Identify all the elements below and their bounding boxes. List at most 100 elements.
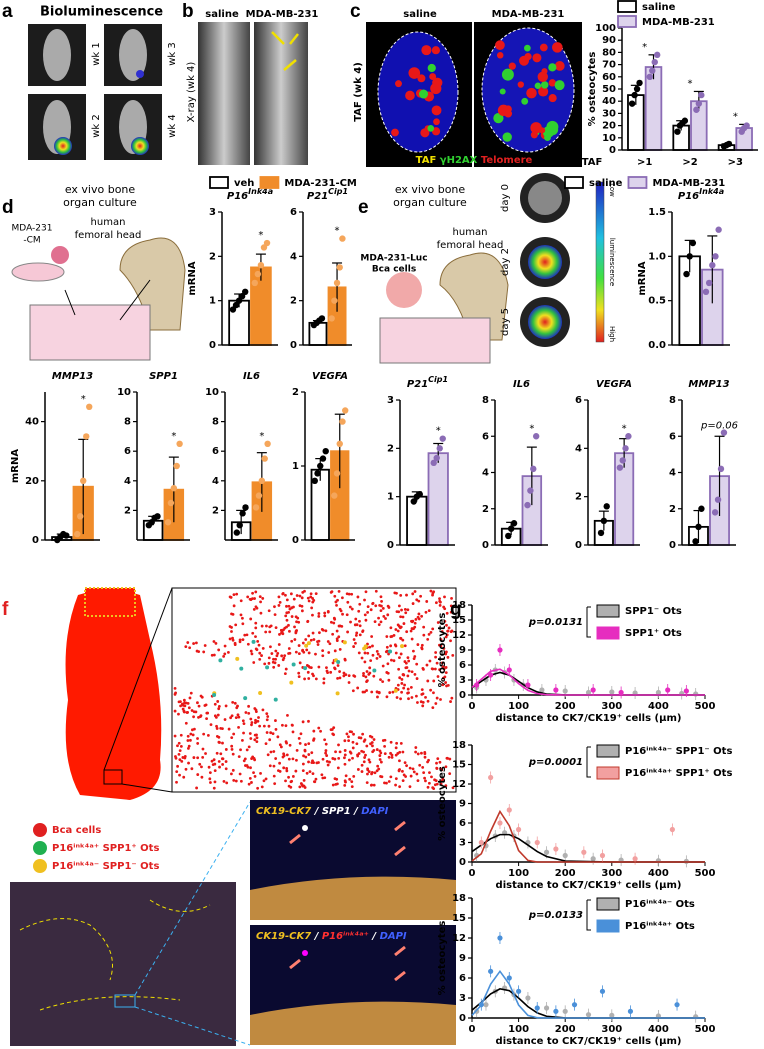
cell-dot: [277, 643, 281, 646]
cell-dot: [438, 760, 442, 764]
stain: /: [314, 806, 320, 817]
legend-label: MDA-MB-231: [652, 178, 725, 189]
cell-dot: [221, 741, 224, 745]
cell-dot: [280, 654, 284, 658]
cell-dot: [445, 633, 449, 637]
data-point: [625, 433, 632, 440]
chart-title: MMP13: [52, 371, 93, 382]
cell-dot: [409, 629, 413, 633]
annotation: *: [335, 226, 340, 237]
cell-dot: [267, 661, 271, 665]
cell-dot: [287, 623, 290, 627]
cell-dot: [420, 647, 424, 651]
legend-label: P16ⁱⁿᵏ⁴ᵃ⁻ SPP1⁻ Ots: [52, 861, 159, 872]
cell-dot: [409, 774, 413, 778]
cell-dot: [249, 737, 253, 740]
title-main: MMP13: [52, 371, 93, 382]
cell-dot: [289, 592, 293, 596]
cell-dot: [436, 757, 440, 761]
cell-dot: [410, 670, 414, 674]
cell-dot: [197, 716, 200, 719]
y-tick-label: 9: [459, 799, 466, 810]
cell-dot: [297, 671, 301, 675]
cell-dot: [415, 598, 419, 602]
cell-dot: [343, 753, 347, 757]
cell-dot: [420, 693, 424, 696]
cell-dot: [370, 783, 374, 787]
title-sup: Cip1: [328, 187, 348, 196]
cell-dot: [378, 749, 382, 753]
cell-dot: [223, 718, 227, 721]
cell-dot: [323, 738, 327, 742]
cell-dot: [312, 729, 316, 733]
cell-dot: [287, 652, 290, 655]
cell-dot: [439, 767, 443, 771]
x-tick-label: 400: [648, 868, 669, 879]
cell-dot: [343, 749, 347, 752]
cell-dot: [301, 720, 305, 724]
cell-dot: [350, 592, 354, 596]
focus: [493, 112, 504, 124]
cell-dot: [215, 751, 219, 755]
data-point: [562, 688, 568, 694]
cell-dot: [224, 767, 228, 771]
cell-dot: [350, 785, 354, 789]
cell-dot: [377, 691, 381, 694]
cell-dot: [321, 757, 325, 761]
legend-swatch: [596, 766, 620, 780]
data-point: [86, 403, 93, 410]
cell-dot: [411, 592, 415, 596]
cell-dot: [312, 638, 316, 641]
focus: [530, 131, 538, 139]
cell-dot: [321, 649, 325, 653]
cell-dot: [265, 712, 269, 716]
y-tick-label: 3: [459, 675, 466, 686]
cell-dot: [305, 771, 309, 775]
y-tick-label: 20: [25, 476, 39, 487]
data-point: [539, 687, 545, 693]
cell-dot: [268, 630, 272, 634]
cell-dot: [230, 747, 234, 751]
cell-dot: [422, 668, 425, 671]
title-main: IL6: [513, 379, 530, 390]
cell-dot: [182, 698, 186, 702]
data-point: [516, 826, 522, 833]
cell-dot: [385, 695, 389, 699]
focus: [391, 128, 399, 137]
cell-dot: [213, 762, 217, 766]
legend-swatch: [564, 176, 584, 189]
cell-dot: [254, 635, 257, 639]
cell-dot: [281, 632, 285, 636]
y-tick-label: 9: [459, 645, 466, 656]
data-point: [80, 477, 87, 484]
data-point: [83, 433, 90, 440]
cell-dot: [426, 785, 430, 789]
legend-swatch: [617, 15, 637, 28]
cell-dot: [418, 763, 422, 767]
cell-dot: [218, 741, 221, 744]
stain: P16ⁱⁿᵏ⁴ᵃ⁺: [322, 931, 369, 942]
cell-dot: [407, 697, 410, 701]
cell-dot: [434, 702, 438, 705]
cell-dot: [444, 666, 448, 669]
stain-label: CK19-CK7 / P16ⁱⁿᵏ⁴ᵃ⁺ / DAPI: [256, 931, 407, 942]
cell-dot: [425, 663, 429, 667]
annotation: *: [688, 78, 693, 89]
bar: [427, 452, 449, 546]
cell-dot: [221, 727, 224, 731]
data-point: [524, 501, 531, 509]
cell-dot: [255, 606, 259, 610]
day-label: day 2: [500, 248, 511, 276]
cell-dot: [441, 777, 445, 781]
cell-dot: [265, 731, 269, 734]
week-label: wk 4: [167, 114, 178, 138]
x-tick-label: 500: [695, 868, 716, 879]
x-tick-label: 400: [648, 1024, 669, 1035]
cell-dot: [239, 779, 243, 783]
panel-title: Bioluminescence: [40, 5, 163, 20]
cell-dot: [400, 644, 405, 649]
condition-label: MDA-231: [12, 224, 53, 234]
y-tick-label: 0: [482, 540, 489, 551]
cell-dot: [195, 786, 199, 790]
data-point: [261, 455, 268, 462]
